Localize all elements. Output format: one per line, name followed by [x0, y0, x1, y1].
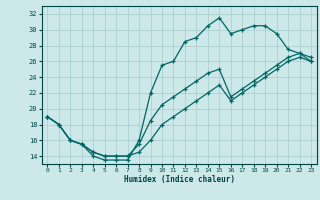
- X-axis label: Humidex (Indice chaleur): Humidex (Indice chaleur): [124, 175, 235, 184]
